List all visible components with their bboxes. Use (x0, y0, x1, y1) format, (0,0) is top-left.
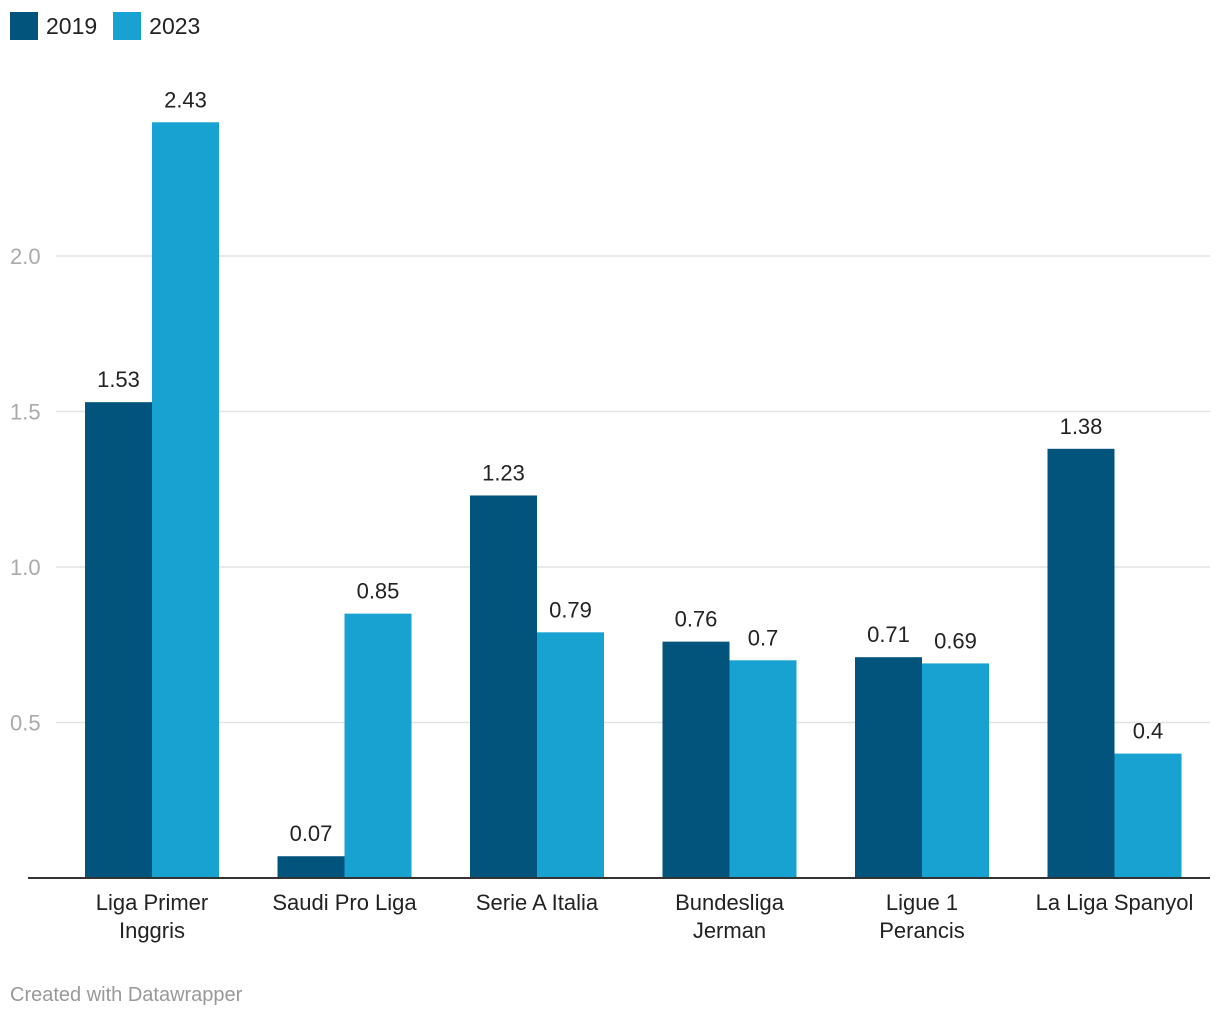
y-tick-label: 1.5 (10, 400, 41, 425)
data-label: 2.43 (164, 87, 207, 112)
chart-legend: 2019 2023 (10, 10, 216, 42)
data-label: 0.07 (290, 821, 333, 846)
data-label: 0.4 (1133, 719, 1164, 744)
credit-text: Created with Datawrapper (10, 984, 243, 1006)
bar-2019 (470, 495, 537, 878)
bar-2019 (855, 657, 922, 878)
bar-2019 (277, 856, 345, 878)
bar-2023 (152, 122, 219, 878)
x-tick-label: Saudi Pro Liga (272, 890, 417, 915)
bar-2019 (85, 402, 152, 878)
bar-2023 (537, 632, 604, 878)
x-tick-label: Inggris (119, 918, 185, 943)
data-label: 1.53 (97, 367, 140, 392)
data-label: 0.71 (867, 622, 910, 647)
data-label: 0.79 (549, 597, 592, 622)
legend-swatch-2023 (113, 12, 142, 40)
x-tick-label: Bundesliga (675, 890, 785, 915)
legend-label-2023: 2023 (149, 12, 201, 39)
data-label: 1.23 (482, 460, 525, 485)
data-label: 0.85 (357, 579, 400, 604)
y-tick-label: 0.5 (10, 711, 41, 736)
data-label: 0.76 (675, 607, 718, 632)
x-tick-label: La Liga Spanyol (1036, 890, 1194, 915)
legend-item-2023: 2023 (113, 12, 200, 40)
bar-2023 (1114, 753, 1182, 878)
bar-2023 (729, 660, 797, 878)
y-tick-label: 1.0 (10, 555, 41, 580)
bar-2023 (344, 613, 412, 878)
x-tick-label: Ligue 1 (886, 890, 958, 915)
data-label: 0.7 (748, 625, 779, 650)
x-tick-label: Perancis (879, 918, 965, 943)
x-tick-label: Serie A Italia (476, 890, 599, 915)
bar-2019 (662, 641, 730, 878)
y-tick-label: 2.0 (10, 244, 41, 269)
data-label: 0.69 (934, 628, 977, 653)
x-tick-label: Jerman (693, 918, 766, 943)
legend-item-2019: 2019 (10, 12, 97, 40)
x-tick-label: Liga Primer (96, 890, 208, 915)
legend-swatch-2019 (10, 12, 38, 40)
bar-2023 (922, 663, 989, 878)
bar-2019 (1047, 448, 1115, 878)
data-label: 1.38 (1060, 414, 1103, 439)
legend-label-2019: 2019 (46, 12, 98, 39)
